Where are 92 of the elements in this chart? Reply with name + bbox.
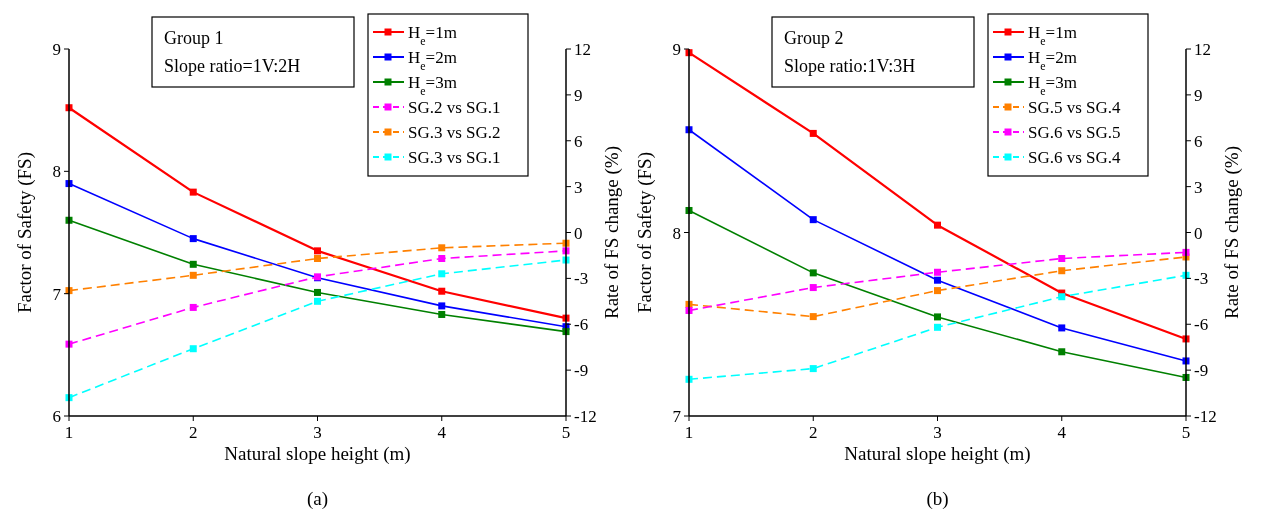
point [809, 284, 817, 292]
point [438, 244, 446, 252]
y2-tick-label: 6 [1194, 131, 1203, 151]
y2-tick-label: -9 [1194, 361, 1209, 381]
point [934, 276, 941, 284]
y-tick-label: 9 [672, 40, 681, 59]
point [438, 270, 446, 278]
text: Group 2 [784, 28, 844, 48]
y2-tick-label: 3 [574, 177, 583, 197]
y-axis-title: Factor of Safety (FS) [14, 152, 36, 313]
point [1058, 255, 1066, 262]
point [314, 288, 321, 296]
x-tick-label: 5 [561, 423, 571, 442]
y-tick-label: 9 [52, 40, 61, 59]
point [1058, 348, 1066, 356]
legend-label: SG.6 vs SG.5 [1028, 123, 1121, 142]
point [189, 271, 197, 279]
point [314, 297, 321, 305]
y-tick-label: 8 [672, 223, 681, 243]
y2-tick-label: -6 [574, 315, 589, 335]
legend-label: SG.2 vs SG.1 [408, 98, 501, 117]
x-tick-label: 1 [684, 423, 694, 442]
point [1058, 293, 1066, 301]
x-tick-label: 2 [809, 423, 818, 442]
x-axis-title: Natural slope height (m) [844, 443, 1031, 465]
x-tick-label: 4 [1057, 423, 1067, 442]
x-tick-label: 5 [1181, 423, 1191, 442]
annotation: Slope ratio=1V:2H [164, 56, 301, 76]
y2-tick-label: 9 [574, 85, 583, 105]
legend-label: SG.3 vs SG.1 [408, 148, 501, 167]
legend-label: H$_{e}$=1m [1028, 23, 1077, 48]
x-tick-label: 1 [64, 423, 74, 442]
y2-tick-label: 12 [574, 40, 591, 59]
legend-label: H$_{e}$=3m [1028, 73, 1077, 98]
point [809, 365, 817, 373]
y-tick-label: 6 [52, 407, 61, 426]
point [809, 313, 817, 321]
x-tick-label: 4 [437, 423, 447, 442]
legend-label: H$_{e}$=3m [408, 73, 457, 98]
legend-label: H$_{e}$=2m [408, 48, 457, 73]
y2-tick-label: 12 [1194, 40, 1211, 59]
point [438, 287, 446, 295]
text: (b) [926, 488, 949, 510]
point [189, 235, 197, 243]
point [934, 323, 941, 331]
point [189, 303, 197, 311]
point [189, 188, 197, 196]
point [189, 345, 197, 353]
y2-tick-label: -9 [574, 361, 589, 381]
legend-label: SG.6 vs SG.4 [1028, 148, 1122, 167]
y2-tick-label: 0 [1194, 223, 1203, 243]
x-tick-label: 3 [933, 423, 942, 442]
legend-label: SG.3 vs SG.2 [408, 123, 501, 142]
point [809, 216, 817, 224]
point [809, 269, 817, 277]
y2-tick-label: -3 [1194, 269, 1209, 289]
y2-tick-label: 6 [574, 131, 583, 151]
text: Group 1 [164, 28, 224, 48]
point [809, 129, 817, 137]
text: (a) [306, 488, 329, 510]
point [438, 255, 446, 262]
x-tick-label: 2 [189, 423, 198, 442]
y2-tick-label: -6 [1194, 315, 1209, 335]
y-tick-label: 7 [52, 284, 62, 304]
point [438, 310, 446, 318]
point [934, 313, 941, 321]
legend-label: SG.5 vs SG.4 [1028, 98, 1122, 117]
point [1058, 267, 1066, 275]
y2-axis-title: Rate of FS change (%) [601, 145, 623, 320]
y2-tick-label: -3 [574, 269, 589, 289]
point [934, 221, 941, 229]
point [314, 255, 321, 262]
point [934, 287, 941, 295]
point [314, 247, 321, 255]
y-axis-title: Factor of Safety (FS) [634, 152, 656, 313]
y2-tick-label: -12 [574, 407, 597, 426]
y2-tick-label: 0 [574, 223, 583, 243]
point [1058, 324, 1066, 332]
legend-label: H$_{e}$=2m [1028, 48, 1077, 73]
y2-tick-label: -12 [1194, 407, 1217, 426]
point [189, 260, 197, 268]
x-tick-label: 3 [313, 423, 322, 442]
y-tick-label: 7 [672, 407, 682, 426]
point [438, 302, 446, 310]
point [934, 268, 941, 276]
y-tick-label: 8 [52, 162, 61, 182]
y2-tick-label: 3 [1194, 177, 1203, 197]
annotation: Slope ratio:1V:3H [784, 56, 916, 76]
x-axis-title: Natural slope height (m) [224, 443, 411, 465]
legend-label: H$_{e}$=1m [408, 23, 457, 48]
y2-tick-label: 9 [1194, 85, 1203, 105]
y2-axis-title: Rate of FS change (%) [1221, 145, 1243, 320]
